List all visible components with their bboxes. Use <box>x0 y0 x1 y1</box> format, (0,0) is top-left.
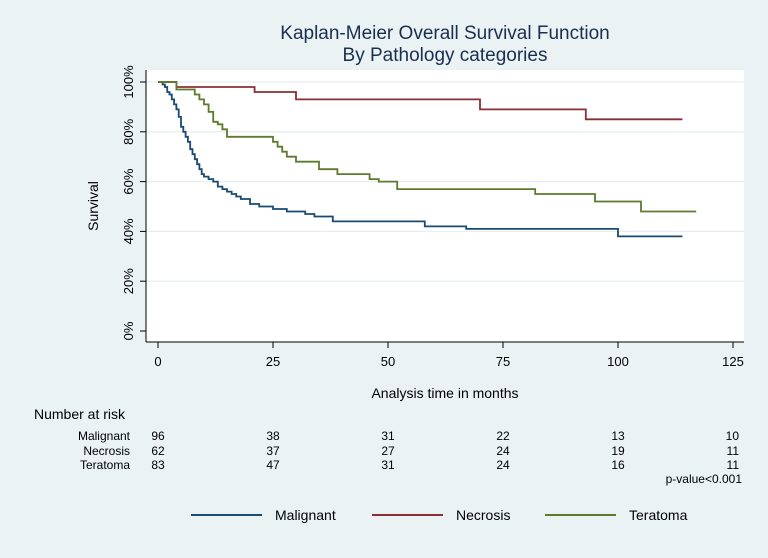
y-tick-label: 0% <box>121 321 136 340</box>
y-tick-label: 40% <box>121 218 136 244</box>
risk-count: 24 <box>496 458 510 472</box>
risk-row-label: Malignant <box>78 429 131 443</box>
survival-curves <box>158 81 697 238</box>
p-value-annotation: p-value<0.001 <box>666 472 743 486</box>
x-axis-label: Analysis time in months <box>371 385 518 401</box>
risk-count: 10 <box>726 429 740 443</box>
y-axis-label: Survival <box>85 181 101 231</box>
x-tick-label: 0 <box>154 354 161 369</box>
plot-area <box>146 70 744 342</box>
chart-title-line1: Kaplan-Meier Overall Survival Function <box>280 23 609 44</box>
risk-count: 38 <box>266 429 280 443</box>
risk-row-label: Teratoma <box>80 458 130 472</box>
y-tick-label: 100% <box>121 65 136 99</box>
risk-count: 47 <box>266 458 280 472</box>
gridlines <box>146 81 744 282</box>
series-line-malignant <box>158 81 683 238</box>
risk-count: 96 <box>151 429 165 443</box>
legend: Malignant Necrosis Teratoma <box>191 507 688 523</box>
risk-table-title: Number at risk <box>34 406 126 422</box>
legend-label-malignant: Malignant <box>275 507 336 523</box>
risk-count: 13 <box>611 429 625 443</box>
y-tick-label: 60% <box>121 168 136 194</box>
x-tick-label: 125 <box>722 354 744 369</box>
legend-label-necrosis: Necrosis <box>456 507 510 523</box>
risk-count: 22 <box>496 429 510 443</box>
x-tick-label: 75 <box>496 354 510 369</box>
risk-count: 24 <box>496 444 510 458</box>
risk-count: 83 <box>151 458 165 472</box>
x-tick-label: 25 <box>266 354 280 369</box>
risk-count: 27 <box>381 444 395 458</box>
risk-count: 11 <box>727 444 740 458</box>
x-tick-label: 100 <box>607 354 629 369</box>
risk-count: 37 <box>266 444 280 458</box>
risk-count: 16 <box>611 458 625 472</box>
x-tick-label: 50 <box>381 354 395 369</box>
risk-count: 11 <box>727 458 740 472</box>
risk-count: 31 <box>381 458 395 472</box>
y-tick-label: 80% <box>121 118 136 144</box>
axes: 0% 20% 40% 60% 80% 100% 0 25 50 75 100 125 <box>121 65 744 369</box>
y-tick-label: 20% <box>121 268 136 294</box>
risk-count: 31 <box>381 429 395 443</box>
risk-count: 19 <box>611 444 625 458</box>
risk-row-label: Necrosis <box>83 444 130 458</box>
series-line-teratoma <box>158 81 697 213</box>
legend-label-teratoma: Teratoma <box>629 507 688 523</box>
chart-title-line2: By Pathology categories <box>343 45 548 66</box>
risk-count: 62 <box>151 444 165 458</box>
